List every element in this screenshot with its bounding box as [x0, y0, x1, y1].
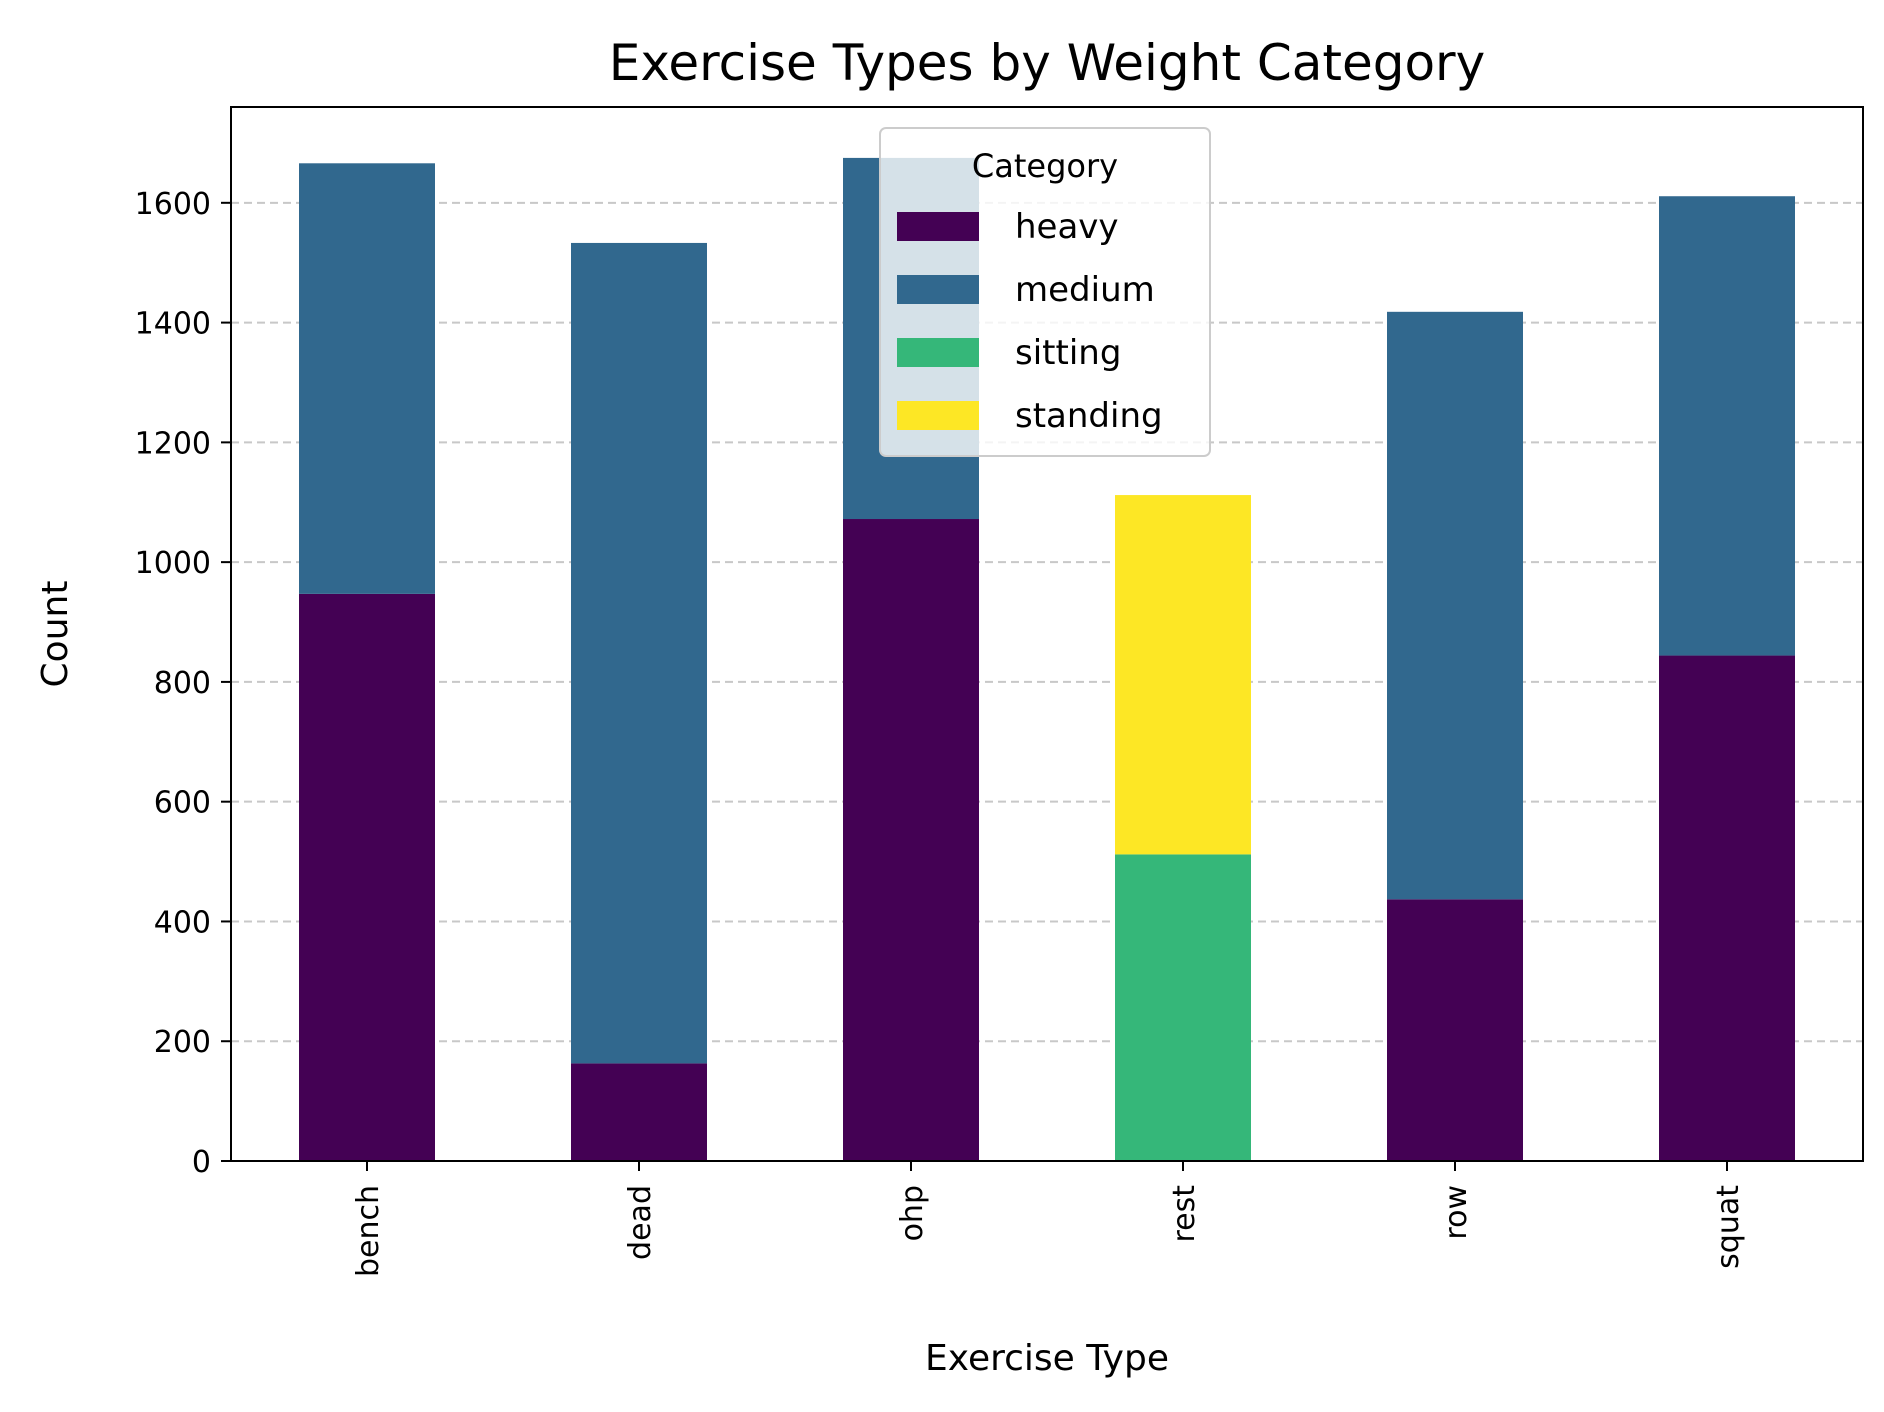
y-tick-label: 200 [154, 1025, 211, 1060]
y-tick-label: 1200 [135, 426, 211, 461]
legend: Category heavy medium sitting standing [879, 127, 1211, 457]
legend-box [879, 127, 1211, 457]
y-tick-label: 600 [154, 786, 211, 821]
legend-swatch-heavy [897, 212, 979, 241]
legend-label-heavy: heavy [1015, 207, 1119, 247]
y-tick-label: 400 [154, 905, 211, 940]
x-tick-label: ohp [895, 1185, 930, 1241]
bar-bench-heavy [299, 593, 435, 1161]
bar-row-heavy [1387, 899, 1523, 1161]
bar-dead-medium [571, 242, 707, 1064]
x-tick-label: rest [1167, 1185, 1202, 1243]
y-tick-label: 0 [192, 1145, 211, 1180]
legend-swatch-standing [897, 401, 979, 430]
chart-title: Exercise Types by Weight Category [609, 34, 1485, 92]
y-axis-label: Count [35, 581, 76, 688]
grid-lines [231, 201, 1863, 1043]
y-tick-label: 1600 [135, 187, 211, 222]
legend-label-sitting: sitting [1015, 333, 1121, 373]
x-axis-label: Exercise Type [925, 1338, 1169, 1379]
bar-dead-heavy [571, 1063, 707, 1161]
y-axis-ticks: 0 200 400 600 800 1000 1200 1400 1600 [135, 187, 231, 1180]
legend-items: heavy medium sitting standing [897, 207, 1163, 436]
y-tick-label: 1000 [135, 546, 211, 581]
y-tick-label: 1400 [135, 307, 211, 342]
bar-squat-medium [1659, 196, 1795, 656]
legend-swatch-medium [897, 275, 979, 304]
x-axis-ticks: bench dead ohp rest row squat [351, 1161, 1746, 1277]
legend-swatch-sitting [897, 338, 979, 367]
bar-rest-standing [1115, 495, 1251, 855]
bar-bench-medium [299, 163, 435, 594]
legend-label-medium: medium [1015, 270, 1155, 310]
bar-ohp-heavy [843, 519, 979, 1161]
x-tick-label: squat [1711, 1185, 1746, 1269]
x-tick-label: dead [623, 1185, 658, 1260]
y-tick-label: 800 [154, 666, 211, 701]
legend-label-standing: standing [1015, 396, 1163, 436]
bar-row-medium [1387, 311, 1523, 900]
x-tick-label: bench [351, 1185, 386, 1277]
x-tick-label: row [1439, 1185, 1474, 1240]
bar-squat-heavy [1659, 655, 1795, 1161]
plot-frame [230, 106, 1864, 1162]
legend-title: Category [972, 147, 1118, 185]
bar-rest-sitting [1115, 854, 1251, 1161]
